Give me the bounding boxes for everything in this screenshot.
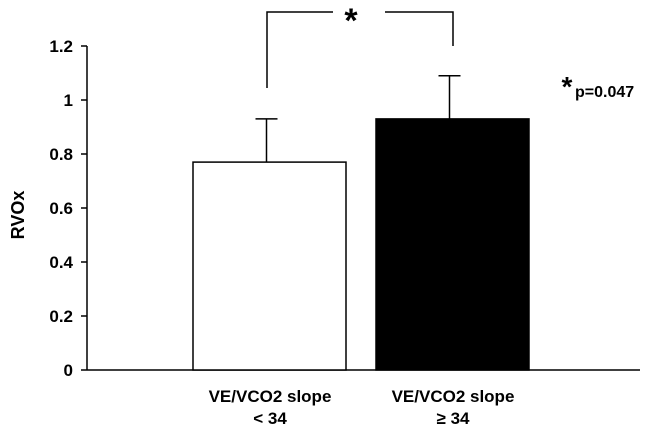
y-ticks: 0 0.2 0.4 0.6 0.8 1 1.2 bbox=[49, 37, 87, 380]
y-tick-label: 0.6 bbox=[49, 199, 73, 218]
p-value-star: * bbox=[562, 71, 573, 102]
y-tick-label: 1.2 bbox=[49, 37, 73, 56]
y-axis-title: RVOx bbox=[8, 191, 28, 240]
p-value-text: p=0.047 bbox=[575, 84, 634, 101]
bar-2 bbox=[375, 118, 530, 371]
bar-1 bbox=[192, 161, 347, 371]
significance-bracket-left bbox=[266, 11, 333, 88]
y-tick-label: 0.8 bbox=[49, 145, 73, 164]
y-tick-label: 0.4 bbox=[49, 253, 73, 272]
category-label-2-line2: ≥ 34 bbox=[437, 409, 471, 428]
y-tick-label: 0.2 bbox=[49, 307, 73, 326]
category-label-1-line1: VE/VCO2 slope bbox=[209, 387, 332, 406]
significance-star: * bbox=[344, 2, 358, 40]
bars bbox=[192, 118, 530, 371]
y-tick-label: 0 bbox=[64, 361, 73, 380]
y-tick-label: 1 bbox=[64, 91, 73, 110]
error-bars bbox=[255, 74, 461, 163]
significance-bracket-right bbox=[385, 11, 454, 46]
category-label-2-line1: VE/VCO2 slope bbox=[392, 387, 515, 406]
category-label-1-line2: < 34 bbox=[253, 409, 287, 428]
